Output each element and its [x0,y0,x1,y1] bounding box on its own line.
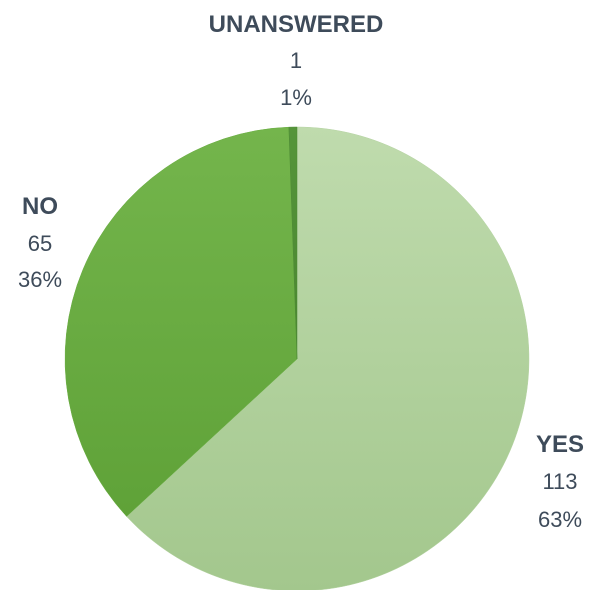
slice-value-no: 65 [28,231,52,256]
slice-label-yes: YES [536,431,584,458]
label-no: NO 65 36% [18,193,62,292]
pie-slice-unanswered [288,126,298,360]
slice-value-yes: 113 [542,469,577,494]
slice-percent-no: 36% [18,267,62,292]
slice-percent-yes: 63% [538,507,582,532]
pie-slices [64,126,530,590]
label-unanswered: UNANSWERED 1 1% [209,11,384,110]
slice-percent-unanswered: 1% [280,85,312,110]
slice-label-no: NO [22,193,58,220]
label-yes: YES 113 63% [536,431,584,532]
slice-label-unanswered: UNANSWERED [209,11,384,38]
pie-slice-yes [126,126,530,590]
pie-slice-no [64,126,298,517]
slice-value-unanswered: 1 [290,48,302,73]
